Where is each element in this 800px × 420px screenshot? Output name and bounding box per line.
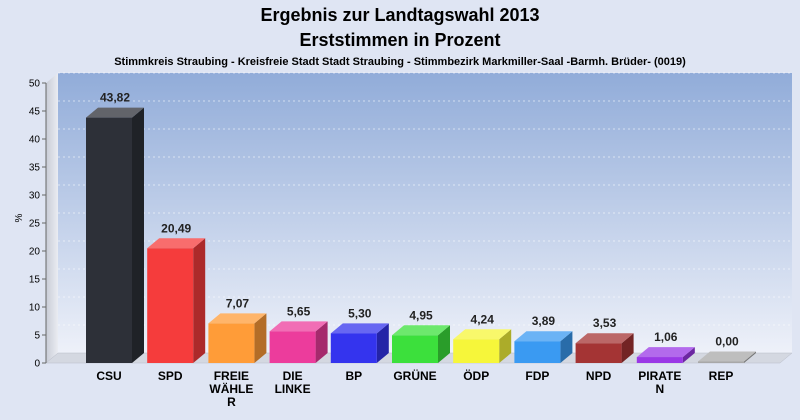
y-tick-label: 45 [29,107,41,118]
category-label: DIE LINKE [275,369,311,396]
bar-top [147,238,206,249]
y-tick-label: 20 [29,247,41,258]
category-label: FREIE WÄHLE R [209,369,253,409]
bar-side [438,325,450,363]
bar-top [575,333,634,344]
bar-front [575,343,622,363]
bar [208,313,267,363]
bar-top [269,321,328,332]
value-label: 3,89 [532,314,556,328]
bar-side [499,329,512,363]
value-label: 43,82 [100,91,130,105]
y-tick-label: 0 [34,359,40,370]
side-wall [46,73,58,363]
bar-side [621,333,634,363]
category-label: GRÜNE [393,368,436,383]
value-label: 5,65 [287,304,311,318]
category-label: ÖDP [463,368,489,383]
bar [269,321,328,363]
category-labels: CSU SPD FREIE WÄHLE R DIE LINKE BP GRÜNE ÖDP FDP NP… [96,368,733,409]
bar-front [269,331,316,363]
bar-side [193,238,206,363]
y-tick-label: 35 [29,163,41,174]
bar-side [315,321,328,363]
bar-front [147,248,194,363]
bar-top [453,329,512,340]
bar-front [514,341,561,363]
bar-side [560,331,573,363]
value-label: 4,95 [409,308,433,322]
category-label: NPD [586,369,612,383]
y-tick-label: 5 [34,331,40,342]
chart-subtitle: Stimmkreis Straubing - Kreisfreie Stadt … [114,56,686,68]
bar-side [132,107,144,363]
value-label: 0,00 [715,335,739,349]
y-tick-label: 40 [29,135,41,146]
y-axis-ticks: 0 5 10 15 20 25 30 35 40 45 50 [29,79,46,370]
bar [392,325,450,363]
bar-side [682,347,695,363]
bar-top [330,323,389,334]
value-labels: 43,82 20,49 7,07 5,65 5,30 4,95 4,24 3,89 3,53 1,… [100,91,739,349]
bar-front [86,117,132,363]
value-label: 7,07 [226,296,250,310]
category-label: BP [345,369,362,383]
value-label: 20,49 [161,221,191,235]
category-label: PIRATE N [638,369,681,396]
bar-top [208,313,267,324]
category-label: CSU [96,369,121,383]
category-label: FDP [525,369,549,383]
bar [330,323,389,363]
bar [514,331,573,363]
bar-top [636,347,695,358]
gridlines [58,72,792,326]
bar-top [514,331,573,342]
value-label: 4,24 [471,312,495,326]
value-label: 5,30 [348,306,372,320]
y-axis-label: % [14,213,25,222]
bar-side [744,351,756,363]
bar-front [208,323,255,363]
category-label: REP [709,369,734,383]
bar-side [376,323,389,363]
y-tick-label: 50 [29,79,41,90]
bar-top [698,351,756,362]
bar [698,351,756,363]
y-tick-label: 30 [29,191,41,202]
value-label: 1,06 [654,330,678,344]
bar [636,347,695,363]
bars [86,107,756,363]
y-tick-label: 25 [29,219,41,230]
bar [453,329,512,363]
y-tick-label: 10 [29,303,41,314]
bar-front [453,339,500,363]
value-label: 3,53 [593,316,617,330]
bar-front [698,361,744,363]
bar-front [392,335,438,363]
bar [575,333,634,363]
chart-title: Ergebnis zur Landtagswahl 2013 [260,5,539,25]
y-tick-label: 15 [29,275,41,286]
bar-top [392,325,450,336]
bar-side [254,313,267,363]
category-label: SPD [158,369,183,383]
bar [86,107,144,363]
bar-front [330,333,377,363]
bar [147,238,206,363]
bar-top [86,107,144,118]
bar-front [636,357,683,363]
chart-title-line-2: Erststimmen in Prozent [299,30,500,50]
